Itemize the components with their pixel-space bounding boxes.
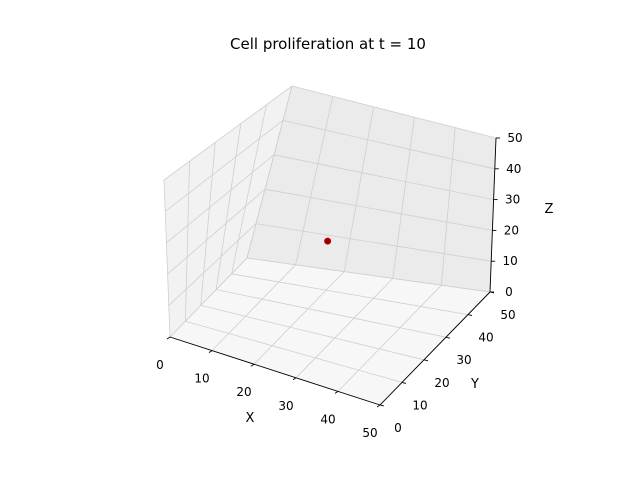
grid-line-back-z — [282, 120, 495, 170]
grid-line-floor-x — [211, 264, 296, 351]
grid-line-back-z — [273, 154, 494, 200]
z-tick-label: 50 — [507, 131, 522, 145]
grid-line-back-z — [246, 257, 491, 293]
tick-labels: 0 10 20 30 40 50 0 10 20 30 40 50 0 10 20 30 40 50 — [156, 131, 522, 440]
grid-line-left-y — [163, 179, 171, 338]
grid-line-left-y — [200, 142, 216, 306]
grid-line-back-x — [295, 96, 334, 265]
grid-line-floor-y — [200, 305, 425, 361]
y-tick-mark — [401, 381, 407, 384]
grid-line-left-z — [169, 257, 248, 338]
y-tick-mark — [445, 336, 451, 339]
y-axis-line — [379, 291, 491, 406]
chart-title: Cell proliferation at t = 10 — [230, 35, 426, 53]
data-point — [324, 237, 332, 245]
grid-line-floor-x — [295, 278, 394, 379]
x-tick-label: 20 — [236, 385, 251, 399]
grid-line-floor-y — [231, 273, 469, 315]
grid-line-back-x — [392, 117, 415, 279]
z-tick-label: 30 — [505, 193, 520, 207]
x-tick-mark — [250, 363, 255, 367]
grid-line-left-y — [231, 104, 267, 274]
z-tick-label: 40 — [506, 162, 521, 176]
grid-line-back-z — [255, 223, 492, 262]
y-tick-label: 40 — [478, 331, 493, 345]
grid-line-floor-x — [253, 271, 345, 365]
axis-lines — [166, 137, 500, 408]
grid-lines — [163, 85, 497, 406]
plot-panes — [164, 86, 496, 405]
x-tick-label: 10 — [194, 372, 209, 386]
y-tick-label: 0 — [394, 421, 402, 435]
grid-line-left-z — [168, 223, 257, 306]
x-tick-label: 0 — [156, 358, 164, 372]
x-tick-label: 50 — [362, 426, 377, 440]
grid-line-back-x — [343, 106, 374, 272]
grid-line-left-z — [166, 154, 275, 244]
grid-line-back-z — [264, 188, 493, 231]
y-tick-label: 20 — [434, 376, 449, 390]
x-tick-mark — [334, 391, 339, 394]
pane-back — [247, 86, 496, 292]
z-axis-label: Z — [545, 202, 554, 217]
y-tick-mark — [423, 359, 429, 362]
x-tick-label: 40 — [320, 412, 335, 426]
grid-line-floor-y — [216, 289, 447, 338]
x-axis-label: X — [246, 411, 255, 426]
grid-line-floor-x — [337, 284, 442, 392]
grid-line-left-y — [246, 85, 293, 259]
x-axis-line — [169, 336, 381, 406]
x-tick-mark — [376, 404, 381, 408]
y-tick-mark — [379, 404, 385, 407]
x-tick-mark — [166, 336, 171, 340]
x-tick-mark — [208, 350, 213, 353]
y-tick-label: 10 — [412, 398, 427, 412]
z-axis-line — [489, 137, 497, 293]
y-tick-label: 30 — [456, 353, 471, 367]
grid-line-left-y — [215, 123, 242, 290]
grid-line-back-z — [291, 85, 497, 139]
y-tick-mark — [467, 314, 473, 317]
grid-line-left-y — [185, 161, 190, 322]
grid-line-back-x — [441, 127, 456, 286]
grid-line-left-z — [167, 188, 266, 275]
data-points — [324, 237, 332, 245]
x-tick-mark — [292, 377, 297, 381]
y-axis-label: Y — [470, 377, 479, 392]
x-tick-label: 30 — [278, 399, 293, 413]
grid-line-floor-y — [185, 320, 403, 383]
z-tick-label: 0 — [505, 285, 513, 299]
pane-floor — [170, 258, 490, 405]
grid-line-left-z — [164, 120, 284, 212]
y-tick-label: 50 — [500, 308, 515, 322]
grid-line-left-z — [163, 85, 293, 181]
z-tick-label: 10 — [503, 254, 518, 268]
z-tick-label: 20 — [504, 223, 519, 237]
